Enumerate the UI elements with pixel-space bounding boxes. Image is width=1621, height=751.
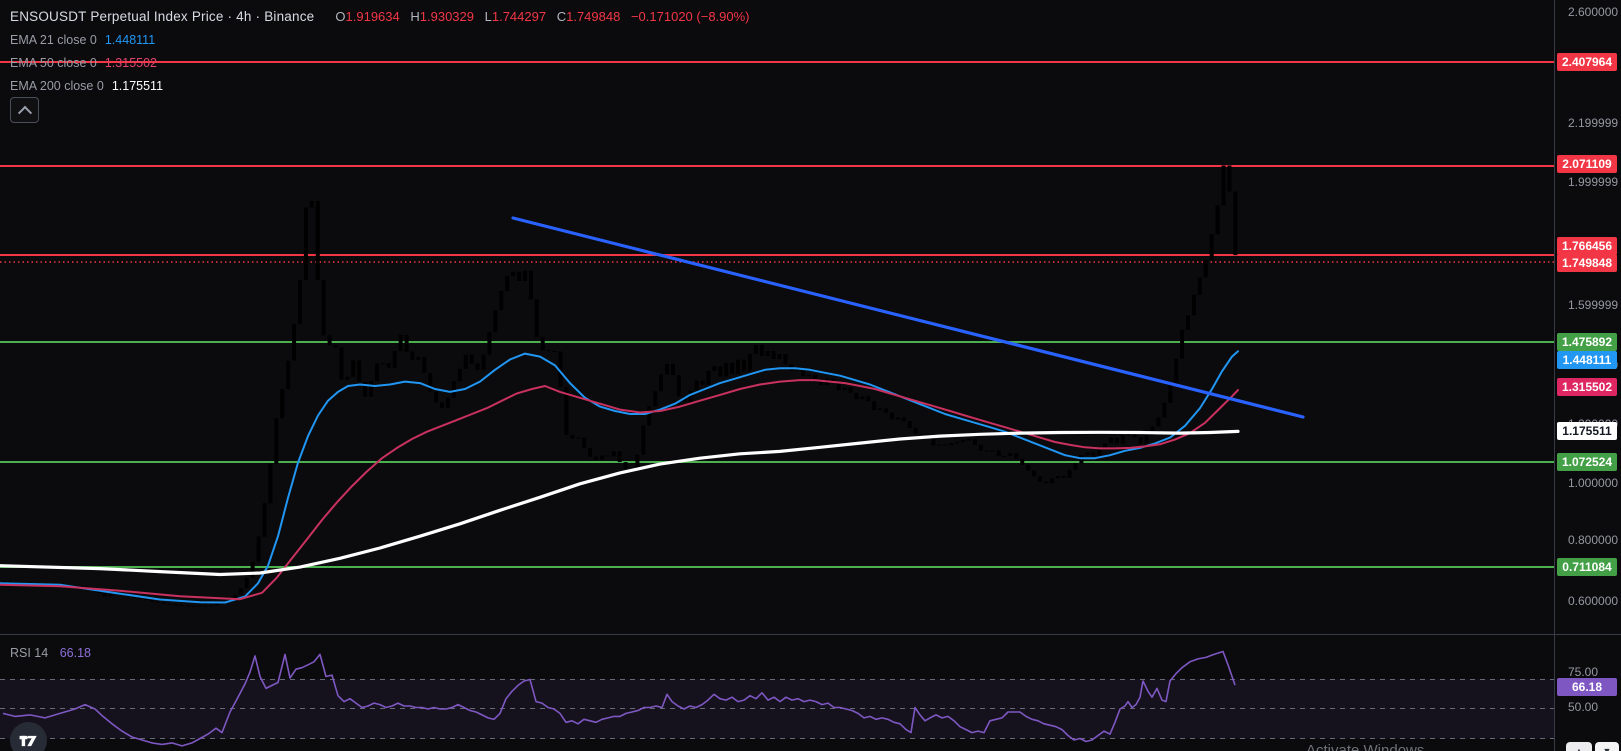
rsi-band: [0, 679, 1554, 739]
activate-windows-watermark: Activate Windows: [1306, 742, 1425, 751]
rsi-line[interactable]: [2, 650, 1236, 747]
open-value: 1.919634: [345, 9, 400, 24]
ema200-label: EMA 200 close 0: [10, 78, 104, 93]
price-badge-2.071109: 2.071109: [1557, 155, 1617, 173]
ema200-value: 1.175511: [111, 78, 164, 93]
price-tick-1.000000: 1.000000: [1568, 476, 1619, 490]
ema21-value: 1.448111: [104, 32, 156, 47]
price-tick-2.600000: 2.600000: [1568, 5, 1619, 19]
rsi-tick-50.00: 50.00: [1568, 700, 1599, 714]
change-value: −0.171020 (−8.90%): [630, 9, 750, 24]
price-badge-1.749848: 1.749848: [1557, 254, 1617, 272]
indicator-row-ema21[interactable]: EMA 21 close 0 1.448111: [10, 28, 750, 51]
legend-collapse-button[interactable]: [10, 97, 39, 123]
low-label: L: [484, 9, 492, 24]
price-axis[interactable]: 2.6000002.1999991.9999991.5999991.400000…: [1555, 0, 1621, 751]
price-badge-1.175511: 1.175511: [1557, 422, 1617, 440]
open-label: O: [335, 9, 346, 24]
price-badge-2.407964: 2.407964: [1557, 53, 1617, 71]
rsi-legend-row[interactable]: RSI 14 66.18: [10, 646, 91, 660]
ema-200-line[interactable]: [0, 429, 1240, 577]
price-badge-1.475892: 1.475892: [1557, 333, 1617, 351]
close-value: 1.749848: [566, 9, 621, 24]
symbol-title: ENSOUSDT Perpetual Index Price · 4h · Bi…: [10, 9, 315, 24]
ema50-value: 1.315502: [104, 55, 157, 70]
ema-21-line[interactable]: [0, 350, 1239, 604]
indicator-row-ema50[interactable]: EMA 50 close 0 1.315502: [10, 51, 750, 74]
price-tick-0.800000: 0.800000: [1568, 533, 1619, 547]
ema-50-line[interactable]: [0, 379, 1239, 601]
high-label: H: [410, 9, 420, 24]
price-level-lines[interactable]: [0, 61, 1554, 568]
price-badge-1.766456: 1.766456: [1557, 237, 1617, 255]
price-badge-1.315502: 1.315502: [1557, 378, 1617, 396]
price-badge-1.448111: 1.448111: [1557, 351, 1617, 369]
ohlc-values: O1.919634 H1.930329 L1.744297 C1.749848 …: [328, 9, 749, 24]
rsi-tick-75.00: 75.00: [1568, 665, 1599, 679]
close-label: C: [556, 9, 567, 24]
price-tick-1.999999: 1.999999: [1568, 175, 1619, 189]
chevron-up-icon: [17, 105, 32, 120]
trendline[interactable]: [511, 216, 1305, 419]
legend: ENSOUSDT Perpetual Index Price · 4h · Bi…: [10, 5, 750, 97]
rsi-label: RSI 14: [10, 646, 49, 660]
ema21-label: EMA 21 close 0: [10, 32, 97, 47]
caret-up-icon: ▲: [1574, 746, 1584, 751]
price-badge-1.072524: 1.072524: [1557, 453, 1617, 471]
low-value: 1.744297: [491, 9, 547, 24]
pane-up-button[interactable]: ▲: [1566, 742, 1592, 751]
tradingview-logo[interactable]: [10, 722, 47, 751]
indicator-row-ema200[interactable]: EMA 200 close 0 1.175511: [10, 74, 750, 97]
tv-logo-icon: [19, 735, 37, 746]
price-tick-2.199999: 2.199999: [1568, 116, 1619, 130]
symbol-title-row[interactable]: ENSOUSDT Perpetual Index Price · 4h · Bi…: [10, 5, 750, 28]
high-value: 1.930329: [419, 9, 474, 24]
price-badge-0.711084: 0.711084: [1557, 558, 1617, 576]
rsi-value-badge: 66.18: [1557, 678, 1617, 696]
candlestick-series[interactable]: [2, 65, 1238, 611]
price-tick-1.599999: 1.599999: [1568, 298, 1619, 312]
ema50-label: EMA 50 close 0: [10, 55, 97, 70]
rsi-value: 66.18: [59, 646, 91, 660]
caret-down-icon: ▼: [1602, 746, 1612, 751]
price-tick-0.600000: 0.600000: [1568, 594, 1619, 608]
pane-down-button[interactable]: ▼: [1595, 742, 1619, 751]
